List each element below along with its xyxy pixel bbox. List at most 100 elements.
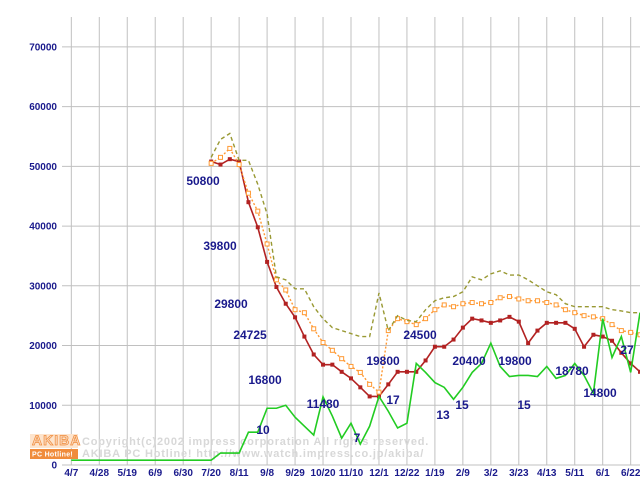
data-point-label: 16800 (248, 373, 282, 387)
series-marker (236, 162, 242, 168)
data-point-label: 27 (620, 343, 634, 357)
logo-background (30, 434, 78, 448)
x-axis-tick-label: 4/28 (90, 468, 110, 479)
series-marker (637, 332, 640, 338)
x-axis-ticks: 4/7 4/28 5/19 6/9 6/30 7/20 8/11 9/8 9/29 10/20 11… (64, 468, 640, 479)
data-series (71, 132, 640, 462)
x-axis-tick-label: 3/23 (509, 468, 529, 479)
series-marker (572, 310, 578, 316)
series-marker (562, 307, 568, 313)
series-marker (386, 382, 391, 387)
series-marker (302, 334, 307, 339)
series-marker (488, 320, 493, 325)
series-marker (245, 190, 251, 196)
series-marker (544, 320, 549, 325)
data-point-labels: 5080039800298002472516800114801980024500… (186, 174, 634, 445)
series-marker (442, 344, 447, 349)
series-marker (432, 344, 437, 349)
data-point-label: 13 (436, 408, 450, 422)
data-point-label: 39800 (203, 239, 237, 253)
series-marker (498, 318, 503, 323)
data-point-label: 20400 (452, 354, 486, 368)
series-marker (506, 294, 512, 300)
data-point-label: 15 (455, 398, 469, 412)
series-marker (217, 154, 223, 160)
series-marker (553, 302, 559, 308)
series-marker (460, 301, 466, 307)
data-point-label: 24500 (403, 328, 437, 342)
y-axis-tick-label: 40000 (29, 222, 57, 233)
data-point-label: 7 (354, 431, 361, 445)
logo-sub-text: PC Hotline! (32, 452, 73, 459)
series-marker (479, 301, 485, 307)
series-marker (619, 350, 624, 355)
series-marker (497, 295, 503, 301)
series-marker (367, 381, 373, 387)
x-axis-tick-label: 9/8 (260, 468, 274, 479)
series-marker (525, 298, 531, 304)
data-point-label: 29800 (214, 297, 248, 311)
x-axis-tick-label: 6/1 (596, 468, 610, 479)
series-marker (283, 301, 288, 306)
series-marker (404, 319, 410, 325)
series-marker (339, 369, 344, 374)
series-marker (479, 318, 484, 323)
y-axis-ticks: 0 10000 20000 30000 40000 50000 60000 70000 (29, 42, 57, 471)
data-point-label: 19800 (498, 354, 532, 368)
series-marker (358, 385, 363, 390)
series-marker (329, 347, 335, 353)
series-marker (349, 376, 353, 381)
series-marker (264, 241, 270, 247)
series-marker (321, 362, 326, 367)
series-marker (526, 341, 531, 346)
series-marker (535, 328, 540, 333)
series-marker (283, 287, 289, 293)
x-axis-tick-label: 4/7 (64, 468, 78, 479)
x-axis-tick-label: 6/9 (148, 468, 162, 479)
series-marker (292, 307, 298, 313)
series-marker (414, 369, 419, 374)
x-axis-tick-label: 10/20 (311, 468, 336, 479)
watermark: AKIBA PC Hotline! Copyright(c)2002 impre… (30, 432, 428, 460)
series-line-dark-red-solid (210, 158, 632, 398)
watermark-line-2: AKIBA PC Hotline! http://www.watch.impre… (82, 448, 424, 460)
series-marker (348, 363, 354, 369)
x-axis-tick-label: 6/22 (621, 468, 640, 479)
data-point-label: 14800 (583, 386, 617, 400)
series-marker (255, 208, 261, 214)
y-axis-tick-label: 50000 (29, 162, 57, 173)
series-marker (208, 160, 214, 166)
series-marker (609, 322, 615, 328)
series-marker (618, 328, 624, 334)
y-axis-tick-label: 10000 (29, 401, 57, 412)
series-marker (357, 369, 363, 375)
data-point-label: 17 (386, 393, 400, 407)
data-point-label: 10 (256, 423, 270, 437)
series-marker (488, 300, 494, 306)
series-marker (610, 338, 615, 343)
y-axis-tick-label: 0 (51, 461, 57, 472)
series-marker (628, 361, 633, 366)
series-marker (293, 315, 298, 320)
series-marker (227, 145, 233, 151)
logo-sub-background (30, 449, 78, 459)
series-marker (600, 334, 605, 339)
series-marker (469, 300, 475, 306)
series-marker (582, 344, 587, 349)
data-point-label: 19800 (366, 354, 400, 368)
x-axis-tick-label: 11/10 (339, 468, 364, 479)
data-point-label: 15 (517, 398, 531, 412)
x-axis-tick-label: 2/9 (456, 468, 470, 479)
x-axis-tick-label: 5/11 (565, 468, 584, 479)
data-point-label: 18780 (555, 364, 589, 378)
y-axis-tick-label: 70000 (29, 42, 57, 53)
series-marker (376, 389, 382, 395)
x-axis-tick-label: 12/22 (394, 468, 419, 479)
series-marker (423, 316, 429, 322)
y-axis-tick-label: 30000 (29, 281, 57, 292)
series-marker (451, 337, 456, 342)
series-marker (413, 322, 419, 328)
series-marker (441, 302, 447, 308)
y-axis-tick-label: 60000 (29, 102, 57, 113)
series-marker (554, 320, 559, 325)
